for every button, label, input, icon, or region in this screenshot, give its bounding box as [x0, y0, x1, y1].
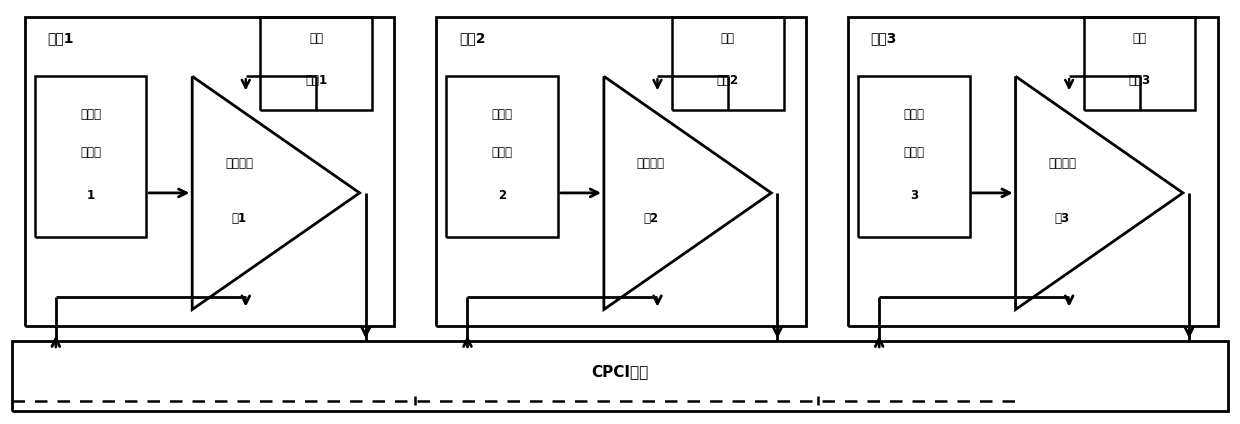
- Text: 拨码: 拨码: [720, 32, 735, 45]
- Text: CPCI背板: CPCI背板: [591, 365, 649, 379]
- Text: 刨2: 刨2: [644, 212, 658, 225]
- Text: 第二选择: 第二选择: [637, 157, 665, 170]
- Text: 同步开: 同步开: [492, 108, 512, 121]
- Text: 2: 2: [498, 189, 506, 201]
- Text: 始信号: 始信号: [904, 146, 924, 159]
- Text: 刨3: 刨3: [1055, 212, 1070, 225]
- Text: 3: 3: [910, 189, 918, 201]
- Text: 始信号: 始信号: [492, 146, 512, 159]
- Text: 1: 1: [87, 189, 94, 201]
- Text: 拨码: 拨码: [309, 32, 324, 45]
- Text: 开兴3: 开兴3: [1128, 74, 1151, 87]
- Text: 板匚2: 板匚2: [459, 31, 485, 45]
- Text: 第二选择: 第二选择: [1049, 157, 1076, 170]
- Text: 同步开: 同步开: [904, 108, 924, 121]
- Text: 刨1: 刨1: [232, 212, 247, 225]
- Text: 同步开: 同步开: [81, 108, 100, 121]
- Text: 拨码: 拨码: [1132, 32, 1147, 45]
- Text: 开兴2: 开兴2: [717, 74, 739, 87]
- Text: 板匚3: 板匚3: [870, 31, 897, 45]
- Text: 开兴1: 开兴1: [305, 74, 327, 87]
- Text: 始信号: 始信号: [81, 146, 100, 159]
- Text: 第二选择: 第二选择: [226, 157, 253, 170]
- Text: 板匚1: 板匚1: [47, 31, 73, 45]
